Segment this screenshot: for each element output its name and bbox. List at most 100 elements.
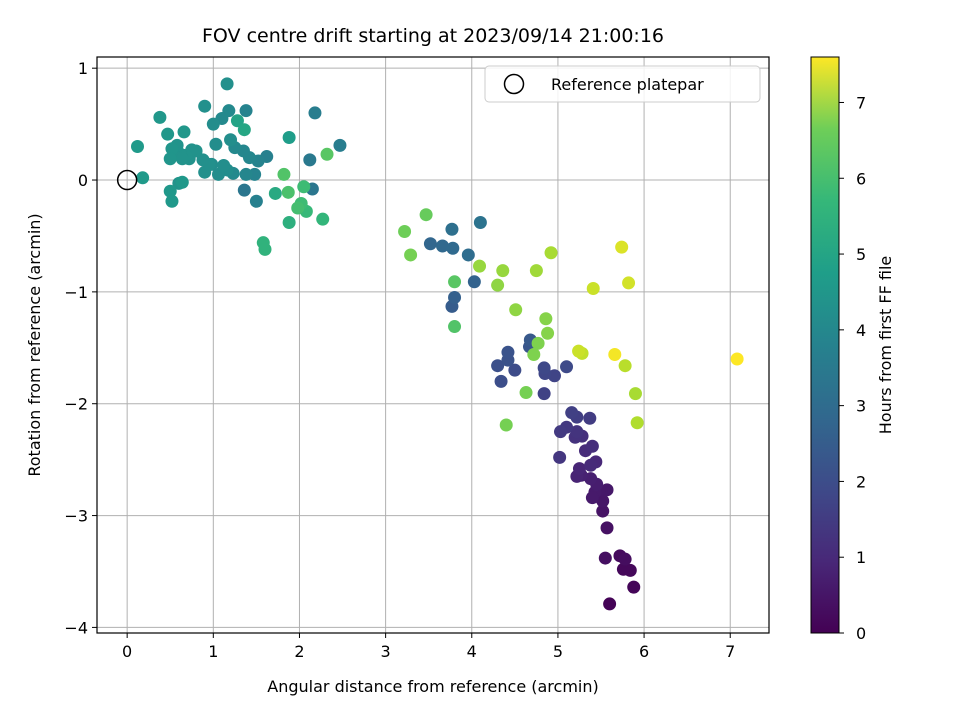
data-point [297,180,311,194]
x-tick-label: 0 [122,642,132,661]
y-tick-label: −3 [64,507,88,526]
data-point [491,278,505,292]
data-point [333,138,347,152]
y-tick-label: 0 [78,171,88,190]
data-point [281,185,295,199]
data-point [461,248,475,262]
data-point [583,411,597,425]
data-point [598,551,612,565]
data-point [175,175,189,189]
data-point [308,106,322,120]
data-point [531,336,545,350]
data-point [623,563,637,577]
data-point [596,504,610,518]
data-point [529,264,543,278]
data-point [165,142,179,156]
colorbar-ticks: 0 1 2 3 4 5 6 7 [839,93,866,643]
gridlines [97,57,769,633]
data-point [237,183,251,197]
data-point [608,348,622,362]
data-point [537,361,551,375]
data-point [237,123,251,137]
plot-frame [96,56,770,634]
data-point [196,153,210,167]
colorbar-tick-label: 2 [856,472,866,491]
data-point [206,117,220,131]
colorbar-tick-label: 4 [856,321,866,340]
data-point [175,152,189,166]
data-point [445,222,459,236]
data-point [239,167,253,181]
data-point [268,186,282,200]
colorbar-tick-label: 1 [856,548,866,567]
data-point [585,439,599,453]
x-tick-label: 7 [725,642,735,661]
data-point [618,552,632,566]
data-point [398,224,412,238]
data-point [539,312,553,326]
data-point [161,127,175,141]
data-point [163,152,177,166]
data-point [730,352,744,366]
data-point [560,360,574,374]
x-axis-label: Angular distance from reference (arcmin) [267,677,598,696]
data-point [230,114,244,128]
reference-platepar-marker [116,169,138,191]
y-axis-ticks: 1 0 −1 −2 −3 −4 [64,59,97,637]
data-point [499,418,513,432]
data-point [239,104,253,118]
data-point [600,521,614,535]
data-point [627,580,641,594]
data-point [217,158,231,172]
data-point [544,246,558,260]
data-point [198,99,212,113]
colorbar: 0 1 2 3 4 5 6 7 Hours from first FF file [810,56,895,643]
data-point [553,450,567,464]
data-point [473,259,487,273]
x-tick-label: 4 [467,642,477,661]
scatter-points [130,77,744,611]
data-point [423,237,437,251]
y-axis-label: Rotation from reference (arcmin) [25,213,44,476]
y-tick-label: −2 [64,395,88,414]
data-point [419,208,433,222]
data-point [303,153,317,167]
data-point [153,110,167,124]
legend-box [484,65,761,103]
data-point [565,406,579,420]
data-point [519,386,533,400]
data-point [249,194,263,208]
data-point [496,264,510,278]
data-point [258,242,272,256]
data-point [316,212,330,226]
data-point [177,125,191,139]
data-point [224,133,238,147]
x-tick-label: 1 [208,642,218,661]
data-point [618,359,632,373]
data-point [615,240,629,254]
data-point [448,320,462,334]
colorbar-tick-label: 3 [856,397,866,416]
colorbar-tick-label: 0 [856,624,866,643]
data-point [572,344,586,358]
data-point [622,276,636,290]
data-point [491,359,505,373]
colorbar-label: Hours from first FF file [876,256,895,435]
colorbar-tick-label: 6 [856,169,866,188]
x-axis-ticks: 0 1 2 3 4 5 6 7 [122,633,735,661]
data-point [494,374,508,388]
y-tick-label: 1 [78,59,88,78]
data-point [467,275,481,289]
data-point [291,201,305,215]
data-point [282,216,296,230]
data-point [446,241,460,255]
data-point [448,275,462,289]
data-point [585,491,599,505]
legend-label: Reference platepar [551,75,704,94]
data-point [136,171,150,185]
data-point [435,239,449,253]
data-point [220,77,234,91]
x-tick-label: 3 [381,642,391,661]
data-point [501,345,515,359]
